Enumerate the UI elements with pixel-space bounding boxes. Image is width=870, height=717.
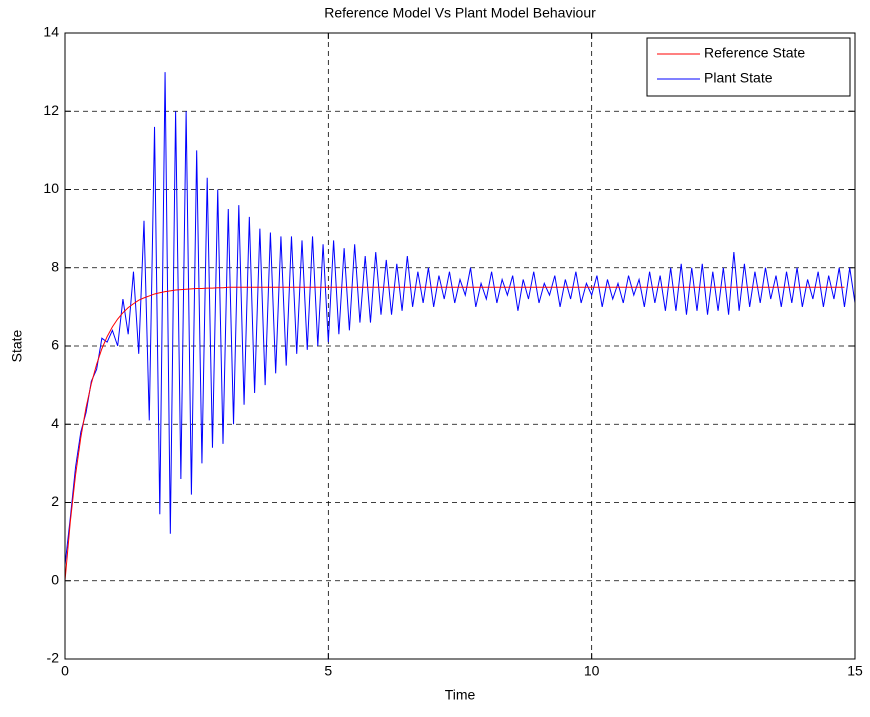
y-tick-label: 12 (43, 102, 59, 118)
legend-label: Plant State (704, 70, 773, 86)
data-line (64, 72, 856, 566)
y-tick-label: 4 (51, 415, 59, 431)
y-tick-label: -2 (47, 650, 60, 666)
y-tick-label: 0 (51, 571, 59, 587)
y-tick-label: 10 (43, 180, 59, 196)
axes-box (64, 32, 856, 660)
x-tick-label: 15 (847, 663, 863, 679)
legend-label: Reference State (704, 45, 805, 61)
y-tick-label: 2 (51, 493, 59, 509)
data-line (64, 286, 845, 581)
y-axis-label: State (9, 329, 25, 362)
x-axis-label: Time (445, 687, 476, 703)
y-tick-label: 8 (51, 258, 59, 274)
x-tick-label: 5 (324, 663, 332, 679)
y-tick-label: 14 (43, 24, 59, 40)
x-tick-label: 0 (61, 663, 69, 679)
chart-title: Reference Model Vs Plant Model Behaviour (324, 5, 596, 21)
y-tick-label: 6 (51, 337, 59, 353)
x-tick-label: 10 (584, 663, 600, 679)
legend-box (646, 37, 851, 97)
